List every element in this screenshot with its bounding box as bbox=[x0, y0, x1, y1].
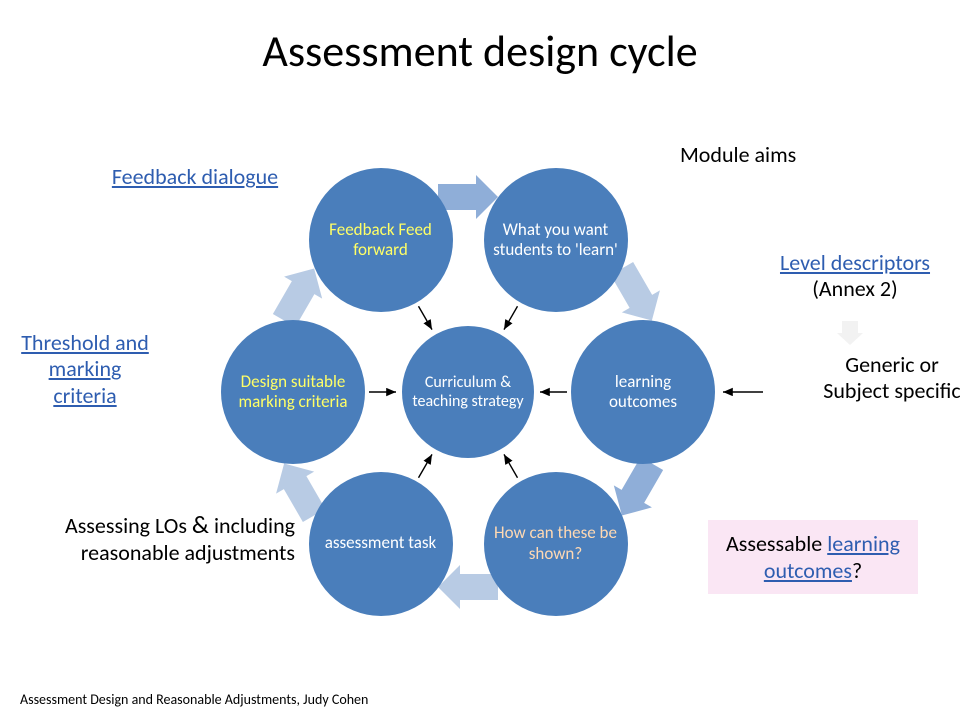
annotation-module-aims: Module aims bbox=[680, 142, 840, 168]
center-node: Curriculum & teaching strategy bbox=[402, 326, 534, 458]
node-task: assessment task bbox=[309, 472, 453, 616]
assessable-outcomes-box[interactable]: Assessable learning outcomes? bbox=[708, 520, 918, 594]
annotation-assessing-los: Assessing LOs & including reasonable adj… bbox=[20, 510, 295, 566]
annotation-feedback-dialogue[interactable]: Feedback dialogue bbox=[110, 164, 280, 190]
annotation-generic: Generic or Subject specific bbox=[822, 352, 960, 405]
node-criteria: Design suitable marking criteria bbox=[221, 320, 365, 464]
node-whatlearn: What you want students to 'learn' bbox=[484, 168, 628, 312]
annotation-level-desc[interactable]: Level descriptors(Annex 2) bbox=[750, 250, 960, 303]
node-feedback: Feedback Feed forward bbox=[309, 168, 453, 312]
node-outcomes: learning outcomes bbox=[571, 320, 715, 464]
node-shown: How can these be shown? bbox=[484, 472, 628, 616]
annotation-threshold[interactable]: Threshold and marking criteria bbox=[20, 330, 150, 409]
